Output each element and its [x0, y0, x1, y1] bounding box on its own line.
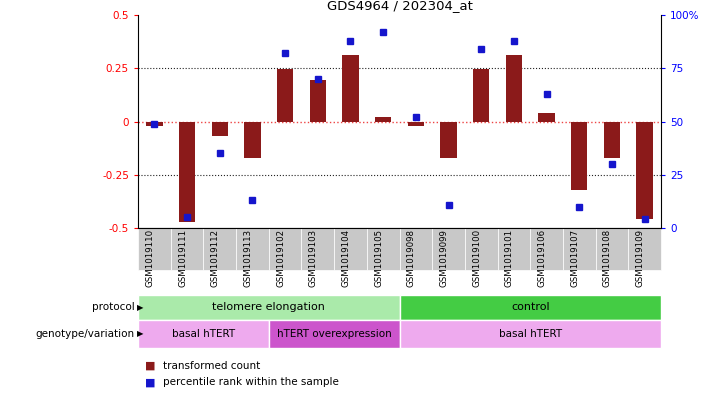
Bar	[408, 121, 424, 126]
Bar	[301, 228, 334, 270]
Text: GSM1019105: GSM1019105	[374, 229, 383, 287]
Bar	[400, 320, 661, 348]
Bar	[138, 295, 400, 320]
Text: GSM1019101: GSM1019101	[505, 229, 514, 287]
Text: GSM1019102: GSM1019102	[276, 229, 285, 287]
Text: GSM1019108: GSM1019108	[603, 229, 612, 287]
Text: telomere elongation: telomere elongation	[212, 303, 325, 312]
Bar	[498, 228, 530, 270]
Bar	[310, 80, 326, 121]
Text: GSM1019098: GSM1019098	[407, 229, 416, 287]
Text: GSM1019104: GSM1019104	[341, 229, 350, 287]
Bar	[203, 228, 236, 270]
Bar	[465, 228, 498, 270]
Bar	[400, 295, 661, 320]
Bar	[604, 121, 620, 158]
Text: GSM1019099: GSM1019099	[440, 229, 449, 287]
Bar	[571, 121, 587, 190]
Text: basal hTERT: basal hTERT	[498, 329, 562, 339]
Text: GSM1019100: GSM1019100	[472, 229, 481, 287]
Bar	[375, 117, 391, 121]
Text: ▶: ▶	[137, 303, 144, 312]
Bar	[268, 320, 400, 348]
Bar	[334, 228, 367, 270]
Bar	[538, 113, 554, 121]
Text: ■: ■	[145, 377, 156, 387]
Bar	[244, 121, 261, 158]
Text: ■: ■	[145, 361, 156, 371]
Text: control: control	[511, 303, 550, 312]
Bar	[367, 228, 400, 270]
Text: GSM1019110: GSM1019110	[145, 229, 154, 287]
Text: hTERT overexpression: hTERT overexpression	[277, 329, 391, 339]
Text: basal hTERT: basal hTERT	[172, 329, 235, 339]
Bar	[138, 228, 170, 270]
Bar	[342, 55, 359, 121]
Bar	[530, 228, 563, 270]
Text: genotype/variation: genotype/variation	[35, 329, 135, 339]
Bar	[637, 121, 653, 219]
Bar	[563, 228, 596, 270]
Text: protocol: protocol	[92, 303, 135, 312]
Bar	[505, 55, 522, 121]
Text: GSM1019106: GSM1019106	[538, 229, 547, 287]
Bar	[433, 228, 465, 270]
Bar	[179, 121, 195, 222]
Bar	[212, 121, 228, 136]
Bar	[147, 121, 163, 126]
Bar	[277, 69, 293, 121]
Text: GSM1019109: GSM1019109	[636, 229, 645, 287]
Text: GSM1019103: GSM1019103	[308, 229, 318, 287]
Bar	[170, 228, 203, 270]
Text: ▶: ▶	[137, 329, 144, 338]
Bar	[236, 228, 268, 270]
Text: transformed count: transformed count	[163, 361, 260, 371]
Text: GSM1019113: GSM1019113	[243, 229, 252, 287]
Bar	[440, 121, 457, 158]
Bar	[268, 228, 301, 270]
Bar	[138, 320, 268, 348]
Text: GSM1019107: GSM1019107	[571, 229, 579, 287]
Text: GSM1019111: GSM1019111	[178, 229, 187, 287]
Bar	[628, 228, 661, 270]
Title: GDS4964 / 202304_at: GDS4964 / 202304_at	[327, 0, 472, 13]
Text: GSM1019112: GSM1019112	[211, 229, 219, 287]
Bar	[596, 228, 628, 270]
Bar	[473, 69, 489, 121]
Bar	[400, 228, 433, 270]
Text: percentile rank within the sample: percentile rank within the sample	[163, 377, 339, 387]
